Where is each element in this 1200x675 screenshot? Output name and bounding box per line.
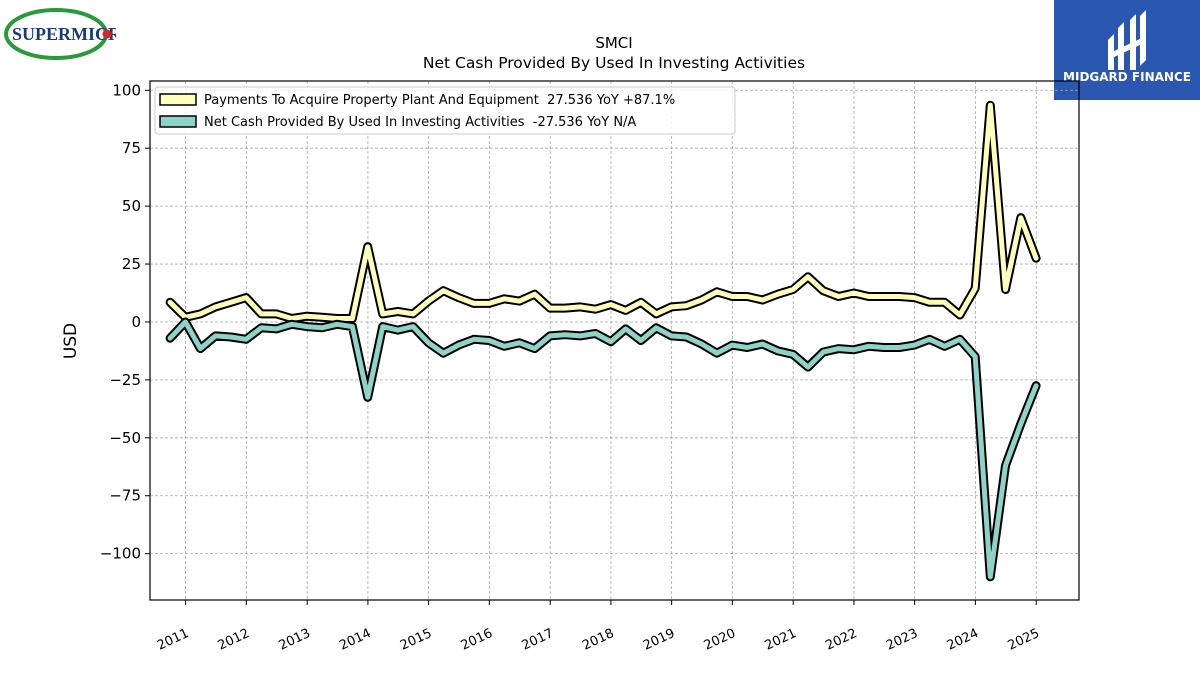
x-tick-label: 2025 (1006, 626, 1042, 654)
midgard-emblem-icon (1108, 10, 1146, 70)
x-tick-label: 2021 (763, 626, 799, 654)
series-outline-1 (165, 317, 1041, 582)
y-tick-label: 50 (122, 197, 141, 215)
y-tick-label: 0 (131, 313, 141, 331)
x-axis-ticks: 2011 2012 2013 2014 2015 2016 2017 2018 2019 2020… (155, 600, 1042, 654)
series-outline-0 (165, 100, 1041, 323)
legend-label-investing: Net Cash Provided By Used In Investing A… (204, 115, 636, 130)
y-tick-label: 100 (112, 81, 141, 99)
series-line-0 (167, 102, 1039, 321)
legend-box (154, 86, 736, 135)
chart-title: SMCI (595, 34, 632, 52)
x-tick-label: 2018 (580, 626, 616, 654)
supermicro-logo: SUPERMICR (4, 6, 122, 62)
y-tick-label: 25 (122, 255, 141, 273)
y-tick-label: −50 (109, 429, 141, 447)
x-tick-label: 2016 (459, 626, 495, 654)
supermicro-logo-graphic: SUPERMICR (4, 8, 122, 60)
y-tick-label: 75 (122, 139, 141, 157)
legend-label-capex: Payments To Acquire Property Plant And E… (204, 93, 675, 108)
x-tick-label: 2022 (823, 626, 859, 654)
legend-swatch-investing (159, 115, 197, 128)
series-line-1 (167, 319, 1039, 580)
x-tick-label: 2013 (277, 626, 313, 654)
x-tick-label: 2012 (216, 626, 252, 654)
logo-text: SUPERMICR (12, 24, 116, 44)
legend: Payments To Acquire Property Plant And E… (154, 86, 736, 135)
midgard-finance-logo: MIDGARD FINANCE (1054, 0, 1200, 100)
series-lines (165, 100, 1041, 582)
x-tick-label: 2020 (702, 626, 738, 654)
y-axis-label: USD (61, 323, 81, 359)
y-tick-label: −25 (109, 371, 141, 389)
y-tick-label: −100 (100, 545, 141, 563)
x-tick-label: 2011 (155, 626, 191, 654)
midgard-logo-text: MIDGARD FINANCE (1063, 70, 1191, 84)
legend-swatch-capex (159, 93, 197, 106)
x-tick-label: 2015 (398, 626, 434, 654)
logo-dot (102, 29, 112, 39)
y-tick-label: −75 (109, 487, 141, 505)
midgard-logo-graphic: MIDGARD FINANCE (1063, 10, 1191, 84)
x-tick-label: 2014 (337, 626, 373, 654)
y-axis-ticks: −100 −75 −50 −25 0 25 50 75 100 (100, 81, 150, 563)
x-tick-label: 2024 (945, 626, 981, 654)
grid-lines (150, 81, 1079, 600)
x-tick-label: 2019 (641, 626, 677, 654)
chart-subtitle: Net Cash Provided By Used In Investing A… (423, 54, 805, 72)
plot-frame (149, 80, 1080, 601)
x-tick-label: 2017 (520, 626, 556, 654)
x-tick-label: 2023 (884, 626, 920, 654)
